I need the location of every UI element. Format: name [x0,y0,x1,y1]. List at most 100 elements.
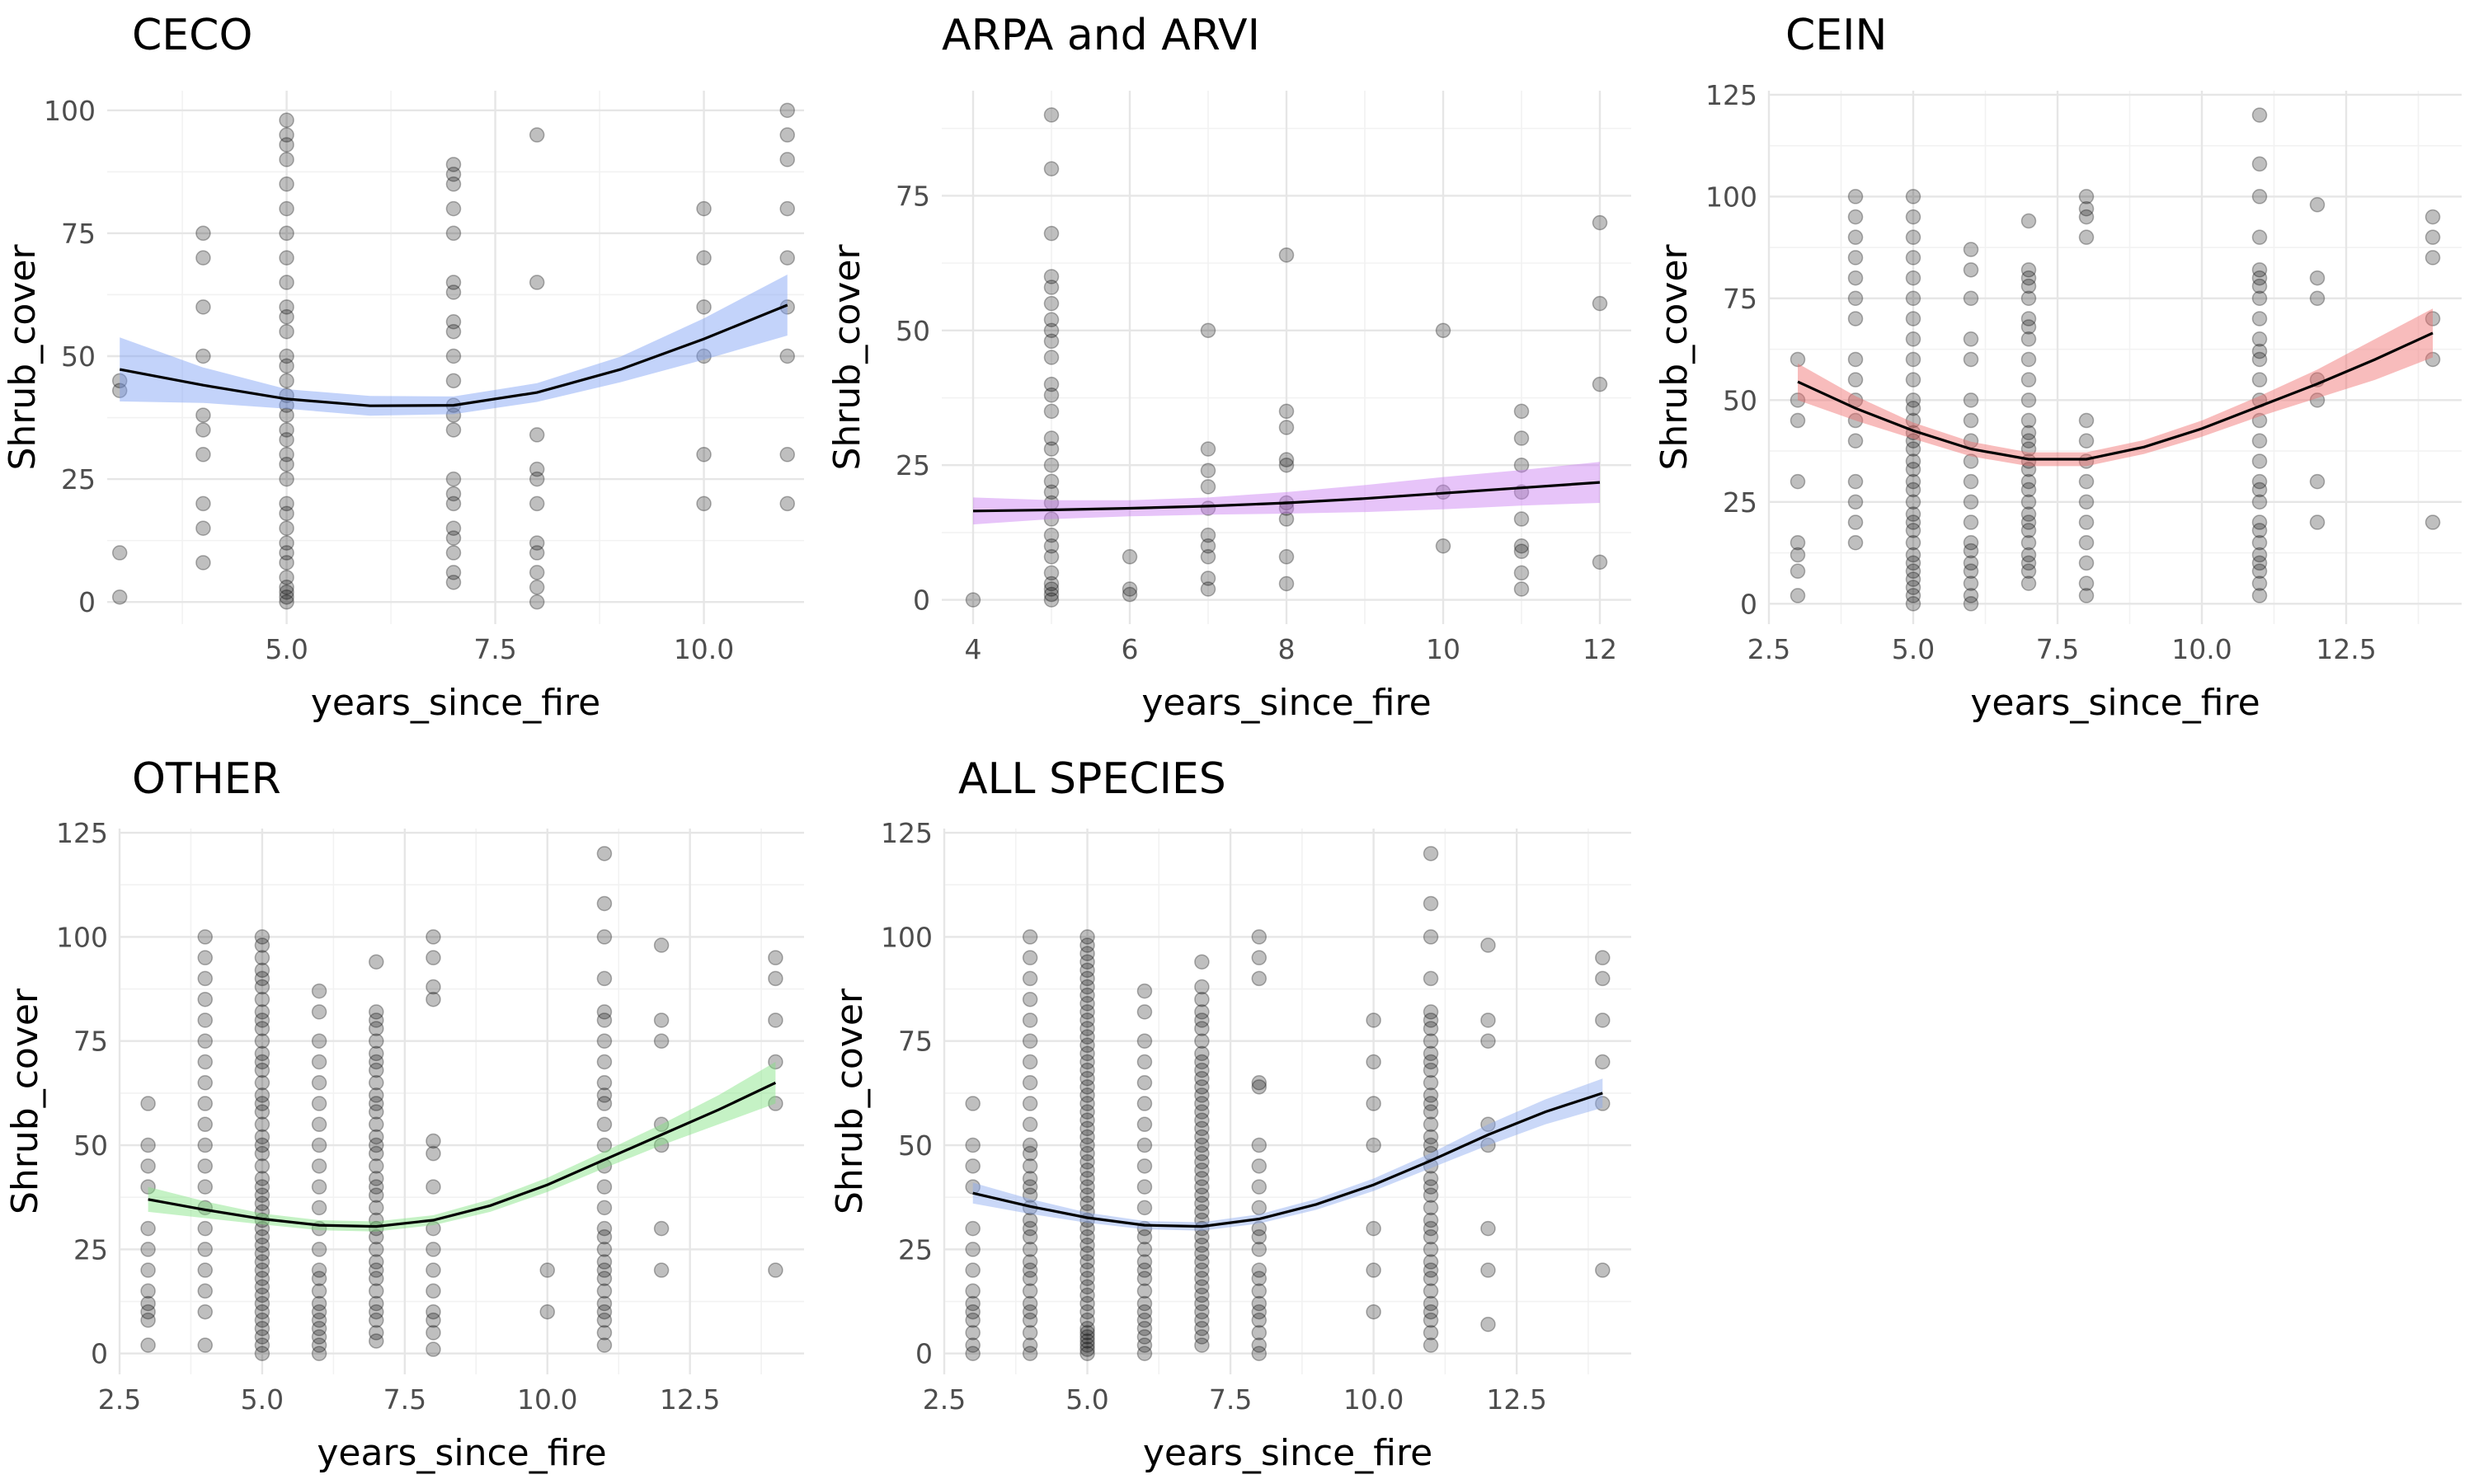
data-point [1136,1158,1153,1174]
data-point [1366,1220,1381,1237]
data-point [596,1254,613,1270]
data-point [197,1096,213,1111]
data-point [1905,209,1921,225]
data-point [1022,1187,1038,1203]
data-point [529,471,545,487]
data-point [1194,1104,1210,1120]
data-point [1513,403,1530,420]
data-point [197,991,213,1007]
data-point [2020,351,2037,368]
data-point [1905,506,1921,522]
data-point [1136,1004,1153,1020]
data-point [965,1303,981,1320]
data-point [140,1303,156,1320]
data-point [1963,514,1979,530]
data-point [279,447,294,463]
data-point [1194,1012,1210,1028]
data-point [369,1075,384,1091]
data-point [1079,1341,1095,1357]
data-point [1079,1162,1095,1178]
data-point [197,970,213,987]
data-point [445,565,462,580]
x-tick-label: 2.5 [923,1383,966,1416]
y-tick-label: 0 [1740,588,1757,620]
data-point [445,167,462,182]
data-point [1423,1137,1439,1153]
data-point [1043,586,1060,603]
data-point [1043,279,1060,295]
data-point [1423,1062,1439,1078]
data-point [1278,420,1295,435]
data-point [1136,1262,1153,1278]
data-point [426,1262,441,1278]
data-point [1480,1137,1496,1153]
data-point [596,1270,613,1287]
data-point [1251,1303,1268,1320]
data-point [1136,1054,1153,1070]
data-point [1423,1171,1439,1186]
data-point [426,1133,441,1149]
data-point [1079,979,1095,995]
data-point [653,1033,670,1049]
data-point [1194,1171,1210,1186]
data-point [1079,1012,1095,1028]
confidence-band [148,1062,776,1232]
data-point [2251,107,2268,123]
chart-panel-3: 0 25 50 75 100 125 2.5 5.0 7.5 10.0 12.5 OTHER years… [4,754,804,1474]
data-point [1079,1270,1095,1287]
data-point [596,1325,613,1341]
data-point [653,937,670,953]
data-point [426,979,441,995]
data-point [254,1158,270,1174]
chart-panel-0: 0 25 50 75 100 5.0 7.5 10.0 CECO years_since_fire… [2,11,804,724]
data-point [369,1145,384,1162]
data-point [1079,1337,1095,1353]
data-point [1905,514,1921,530]
data-point [140,1283,156,1299]
x-axis-title: years_since_fire [317,1432,606,1474]
data-point [1423,846,1439,862]
data-point [369,1116,384,1133]
data-point [2020,462,2037,477]
data-point [279,275,294,290]
data-point [1278,403,1295,420]
data-point [1847,209,1864,225]
data-point [369,1012,384,1028]
data-point [2078,209,2095,225]
data-point [779,250,796,265]
data-point [311,1075,327,1091]
data-point [1423,1254,1439,1270]
x-axis-title: years_since_fire [1970,682,2260,724]
data-point [1278,457,1295,473]
data-point [1790,392,1806,408]
data-point [2251,588,2268,603]
data-point [1136,1228,1153,1245]
data-point [1136,1200,1153,1216]
x-tick-label: 10.0 [2171,633,2232,665]
x-tick-label: 10.0 [674,633,734,665]
data-point [445,373,462,389]
data-point [2251,494,2268,510]
data-point [1251,970,1268,987]
data-point [1079,962,1095,979]
panel-title: CEIN [1785,11,1887,60]
y-tick-label: 50 [898,1129,933,1162]
fitted-line [972,481,1601,513]
data-point [311,1283,327,1299]
data-point [140,1096,156,1111]
data-point [254,1329,270,1345]
data-point [768,1096,783,1111]
data-point [254,1087,270,1103]
data-point [1194,1313,1210,1328]
data-point [965,1137,981,1153]
data-point [254,1321,270,1336]
data-point [1043,484,1060,500]
data-point [197,1220,213,1237]
data-point [1251,1345,1268,1361]
y-tick-label: 125 [881,817,933,849]
y-tick-label: 125 [1705,79,1757,111]
data-point [2309,270,2326,286]
data-point [1194,1179,1210,1195]
data-point [254,991,270,1007]
data-point [369,1228,384,1245]
